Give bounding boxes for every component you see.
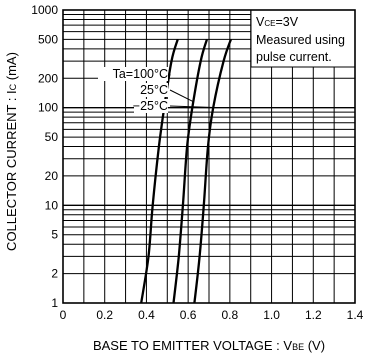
- x-tick-label: 1.2: [305, 308, 322, 322]
- x-tick-label: 1.4: [347, 308, 364, 322]
- x-tick-label: 0.6: [180, 308, 197, 322]
- y-tick-label: 1000: [31, 3, 58, 17]
- x-tick-label: 0.2: [96, 308, 113, 322]
- conditions-box: [250, 9, 356, 68]
- condition-vce: VCE=3V: [256, 15, 299, 29]
- condition-measured: Measured using: [256, 33, 345, 47]
- x-axis-title: BASE TO EMITTER VOLTAGE : VBE (V): [93, 338, 325, 353]
- x-tick-label: 0.8: [222, 308, 239, 322]
- plot-frame: [62, 9, 356, 304]
- y-tick-label: 1: [51, 296, 58, 310]
- y-tick-label: 10: [45, 198, 59, 212]
- y-tick-label: 50: [45, 130, 59, 144]
- y-tick-label: 2: [51, 267, 58, 281]
- series-label-bg: [134, 83, 168, 97]
- series-label-bg: [98, 67, 168, 81]
- x-tick-label: 1.0: [263, 308, 280, 322]
- condition-pulse: pulse current.: [256, 50, 332, 64]
- y-tick-label: 5: [51, 228, 58, 242]
- series-leader-line: [169, 89, 194, 103]
- series-labels: Ta=100°C 25°C −25°C: [98, 67, 168, 113]
- series-minus-25c: [193, 39, 232, 304]
- y-tick-label: 200: [38, 71, 58, 85]
- series-label-bg: [134, 99, 168, 113]
- label-leaders: [165, 73, 218, 109]
- series-label: 25°C: [140, 83, 168, 97]
- y-tick-label: 20: [45, 169, 59, 183]
- series-leader-line: [169, 105, 218, 109]
- series-lines: [140, 39, 232, 304]
- series-label: −25°C: [133, 99, 168, 113]
- series-label: Ta=100°C: [113, 67, 168, 81]
- x-tick-label: 0.4: [138, 308, 155, 322]
- x-tick-label: 0: [60, 308, 67, 322]
- y-axis-title: COLLECTOR CURRENT : IC (mA): [4, 52, 19, 251]
- y-tick-label: 500: [38, 32, 58, 46]
- series-25c: [172, 39, 209, 304]
- tick-labels: 0 0.2 0.4 0.6 0.8 1.0 1.2 1.4 1 2 5 10 20 50 100 200 500…: [31, 3, 363, 322]
- series-ta-100c: [140, 39, 179, 304]
- y-tick-label: 100: [38, 101, 58, 115]
